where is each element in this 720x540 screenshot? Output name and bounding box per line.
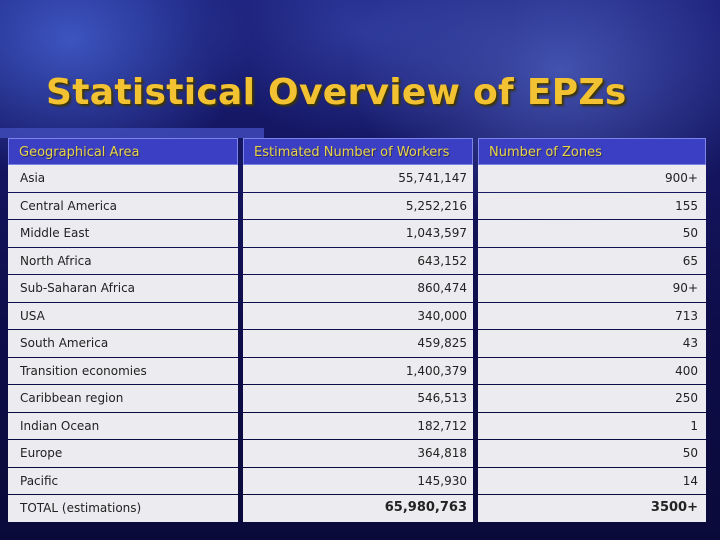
table-row: North Africa 643,152 65 xyxy=(8,247,706,276)
workers-cell: 546,513 xyxy=(243,385,473,412)
workers-cell: 5,252,216 xyxy=(243,192,473,219)
zones-cell: 900+ xyxy=(478,165,706,192)
epz-table: Geographical Area Estimated Number of Wo… xyxy=(8,138,706,523)
zones-cell: 1 xyxy=(478,412,706,439)
table-row: Sub-Saharan Africa 860,474 90+ xyxy=(8,275,706,303)
zones-cell: 65 xyxy=(478,247,706,274)
workers-cell: 340,000 xyxy=(243,302,473,329)
table-row: Pacific 145,930 14 xyxy=(8,467,706,496)
zones-cell: 400 xyxy=(478,357,706,384)
table-row: Caribbean region 546,513 250 xyxy=(8,385,706,413)
workers-cell: 1,043,597 xyxy=(243,220,473,247)
area-cell: Europe xyxy=(8,440,238,467)
page-title: Statistical Overview of EPZs xyxy=(46,72,627,113)
zones-cell: 14 xyxy=(478,467,706,494)
area-cell: Caribbean region xyxy=(8,385,238,412)
workers-cell: 459,825 xyxy=(243,330,473,357)
workers-cell: 1,400,379 xyxy=(243,357,473,384)
workers-cell: 55,741,147 xyxy=(243,165,473,192)
area-cell: Asia xyxy=(8,165,238,192)
area-cell: South America xyxy=(8,330,238,357)
area-cell: Indian Ocean xyxy=(8,412,238,439)
workers-cell: 860,474 xyxy=(243,275,473,302)
table-row: Indian Ocean 182,712 1 xyxy=(8,412,706,441)
area-cell: Middle East xyxy=(8,220,238,247)
table-row: Central America 5,252,216 155 xyxy=(8,192,706,221)
zones-cell: 50 xyxy=(478,220,706,247)
table-header-row: Geographical Area Estimated Number of Wo… xyxy=(8,138,706,165)
table-total-row: TOTAL (estimations) 65,980,763 3500+ xyxy=(8,495,706,523)
area-cell: Sub-Saharan Africa xyxy=(8,275,238,302)
zones-cell: 43 xyxy=(478,330,706,357)
header-number-of-zones: Number of Zones xyxy=(478,138,706,165)
table-row: Europe 364,818 50 xyxy=(8,440,706,468)
area-cell: Pacific xyxy=(8,467,238,494)
workers-cell: 364,818 xyxy=(243,440,473,467)
table-row: Transition economies 1,400,379 400 xyxy=(8,357,706,386)
zones-cell: 3500+ xyxy=(478,495,706,522)
area-cell: Transition economies xyxy=(8,357,238,384)
zones-cell: 250 xyxy=(478,385,706,412)
area-cell: USA xyxy=(8,302,238,329)
header-estimated-workers: Estimated Number of Workers xyxy=(243,138,473,165)
table-row: USA 340,000 713 xyxy=(8,302,706,331)
zones-cell: 90+ xyxy=(478,275,706,302)
zones-cell: 155 xyxy=(478,192,706,219)
header-geographical-area: Geographical Area xyxy=(8,138,238,165)
table-body: Asia 55,741,147 900+ Central America 5,252,2… xyxy=(8,165,706,523)
zones-cell: 50 xyxy=(478,440,706,467)
table-row: South America 459,825 43 xyxy=(8,330,706,358)
workers-cell: 65,980,763 xyxy=(243,495,473,522)
accent-stripe xyxy=(0,128,264,138)
table-row: Middle East 1,043,597 50 xyxy=(8,220,706,248)
workers-cell: 145,930 xyxy=(243,467,473,494)
workers-cell: 182,712 xyxy=(243,412,473,439)
area-cell: TOTAL (estimations) xyxy=(8,495,238,522)
workers-cell: 643,152 xyxy=(243,247,473,274)
table-row: Asia 55,741,147 900+ xyxy=(8,165,706,193)
area-cell: North Africa xyxy=(8,247,238,274)
zones-cell: 713 xyxy=(478,302,706,329)
area-cell: Central America xyxy=(8,192,238,219)
